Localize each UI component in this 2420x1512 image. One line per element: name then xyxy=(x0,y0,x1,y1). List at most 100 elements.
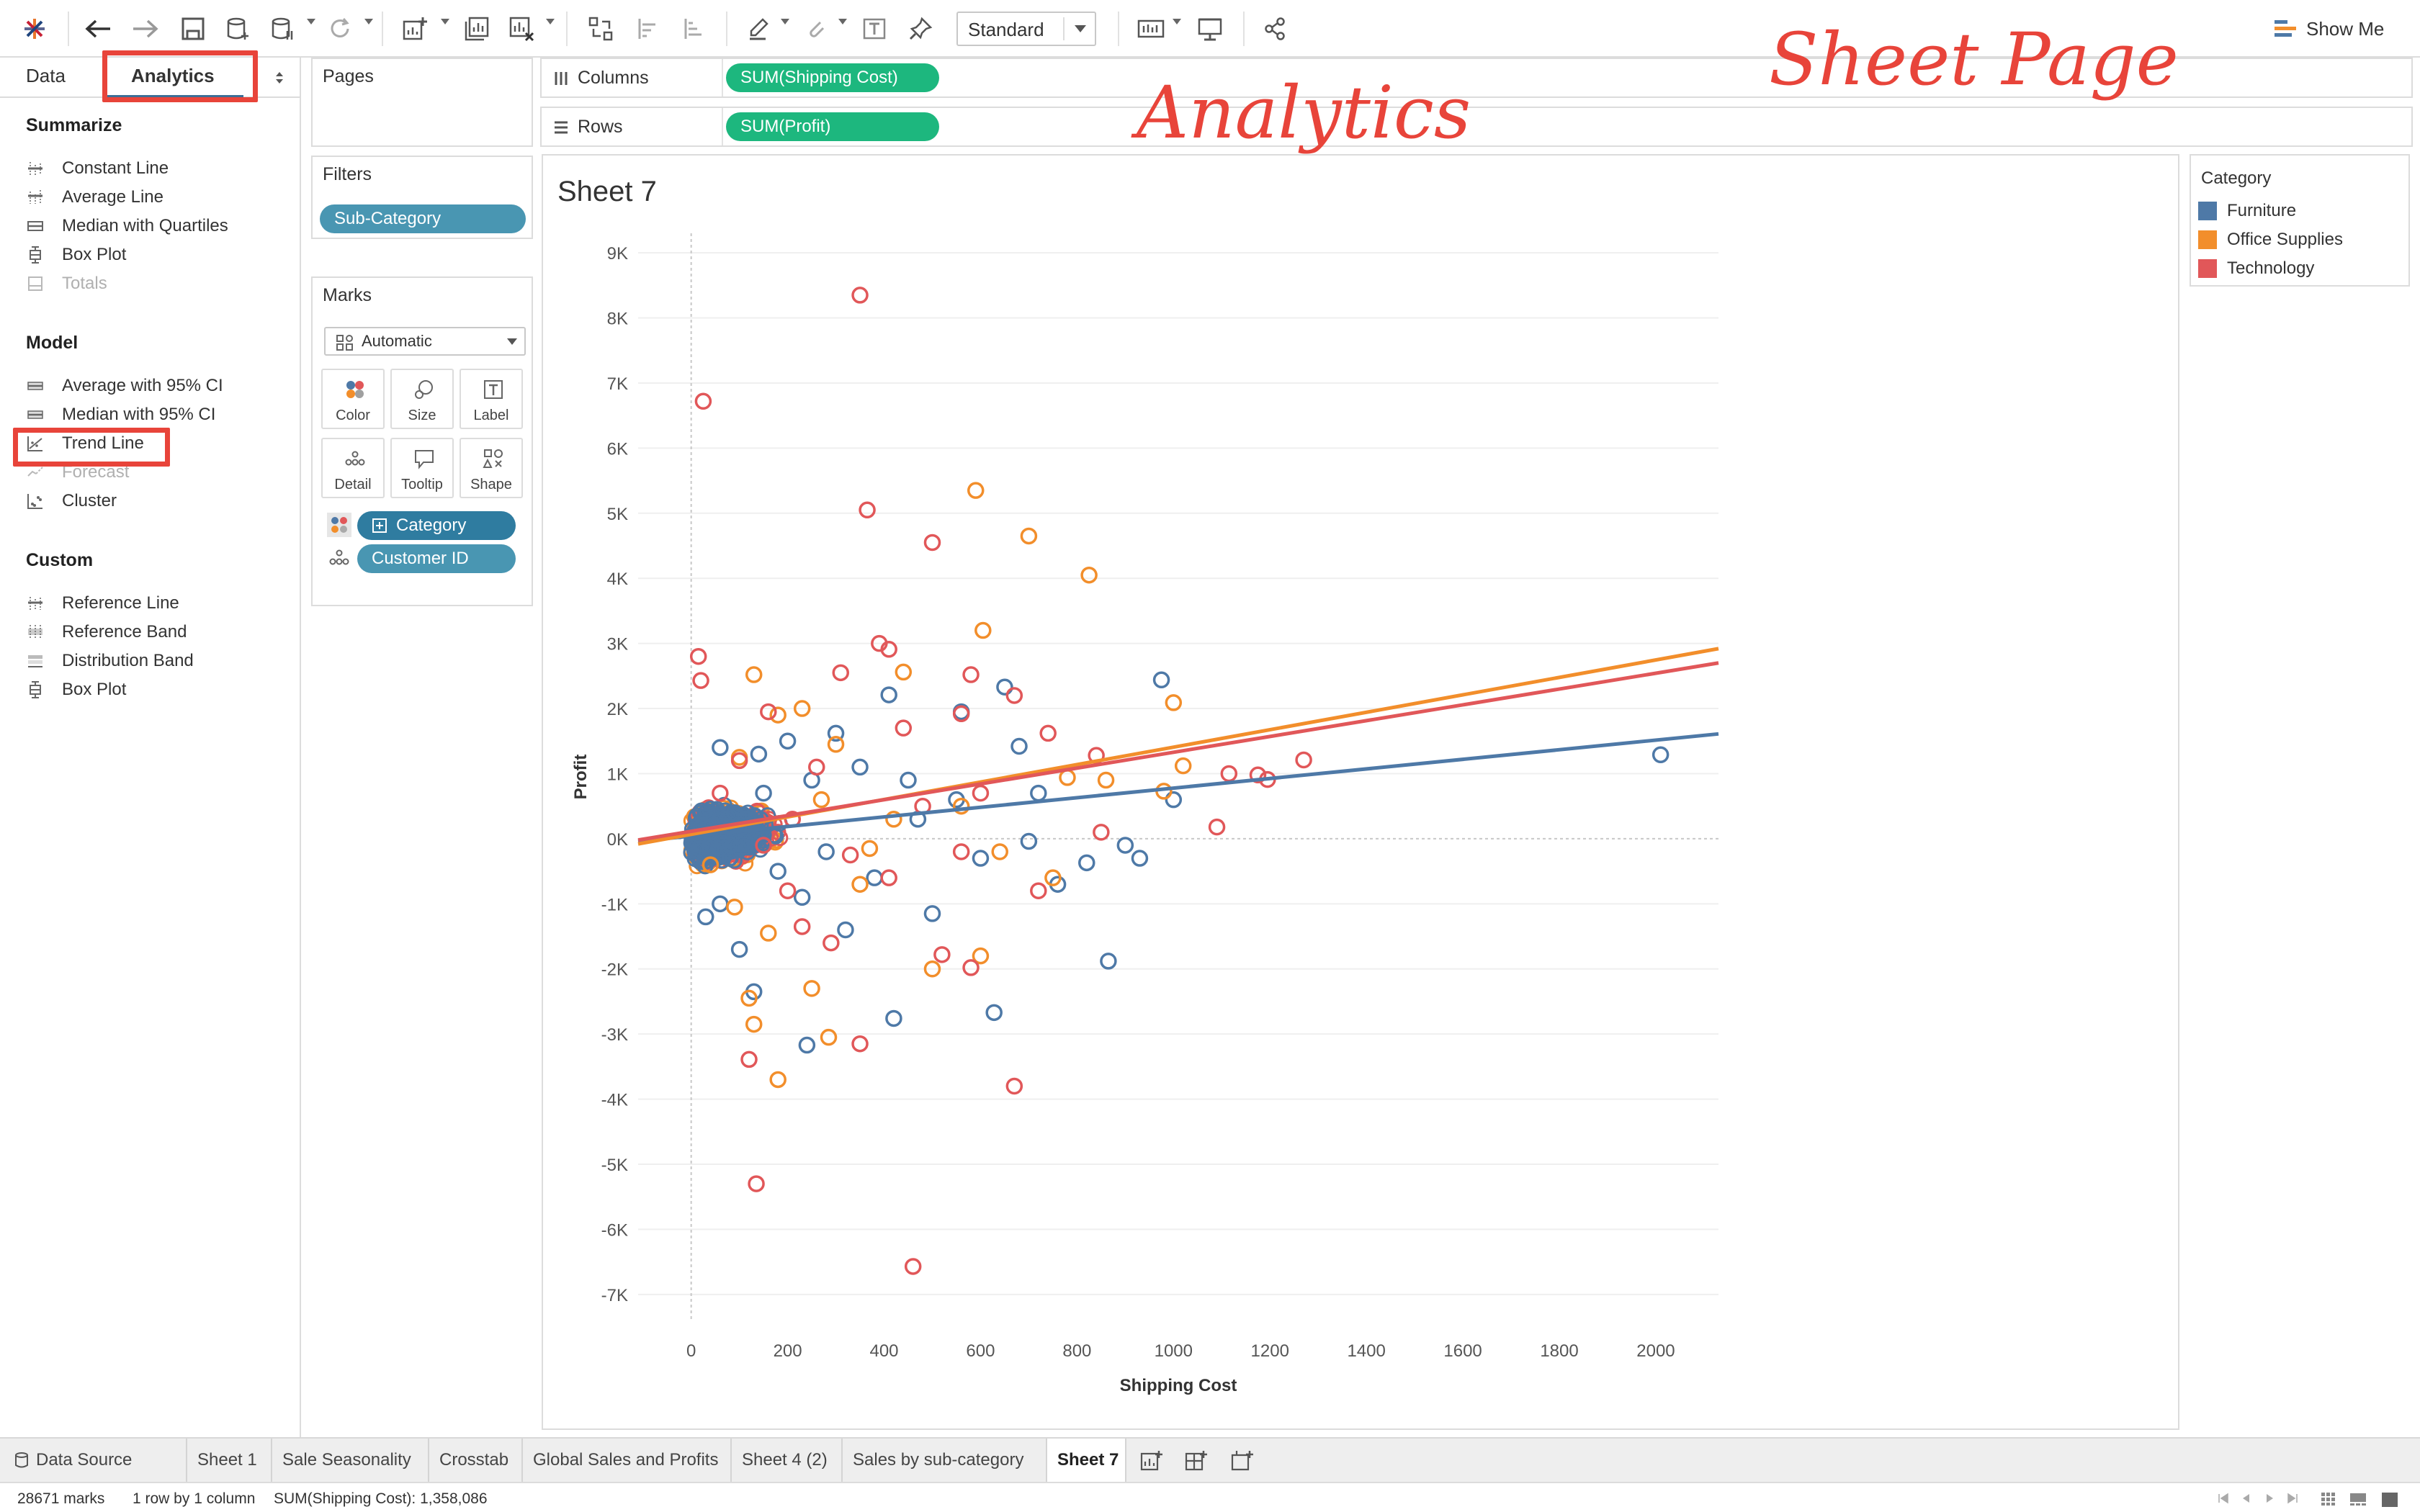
data-source-tab[interactable]: Data Source xyxy=(0,1439,187,1482)
new-worksheet-icon[interactable] xyxy=(398,10,432,48)
marks-tooltip-button[interactable]: Tooltip xyxy=(390,438,454,498)
rows-shelf[interactable]: Rows SUM(Profit) xyxy=(540,107,2413,147)
analytics-item-cluster[interactable]: Cluster xyxy=(26,487,117,516)
pause-updates-caret[interactable] xyxy=(307,19,315,24)
sort-ascending-icon[interactable] xyxy=(631,10,666,48)
group-caret[interactable] xyxy=(838,19,847,24)
analytics-item-box-plot[interactable]: Box Plot xyxy=(26,240,126,269)
marks-label-button[interactable]: Label xyxy=(460,369,523,429)
analytics-item-label: Reference Band xyxy=(62,622,187,642)
columns-shelf[interactable]: Columns SUM(Shipping Cost) xyxy=(540,58,2413,98)
cluster-icon xyxy=(26,492,45,510)
analytics-item-median-with-95-ci[interactable]: Median with 95% CI xyxy=(26,400,215,429)
sheet-tab-sheet-4-2[interactable]: Sheet 4 (2) xyxy=(732,1439,843,1482)
new-worksheet-tab-icon[interactable] xyxy=(1139,1449,1164,1473)
analytics-item-trend-line[interactable]: Trend Line xyxy=(26,429,144,458)
undo-icon[interactable] xyxy=(81,10,115,48)
analytics-item-constant-line[interactable]: Constant Line xyxy=(26,154,169,183)
swap-axes-icon[interactable] xyxy=(583,10,618,48)
new-dashboard-tab-icon[interactable] xyxy=(1184,1449,1209,1473)
save-icon[interactable] xyxy=(176,10,210,48)
y-tick-label: 4K xyxy=(607,570,628,589)
filter-pill-sub-category[interactable]: Sub-Category xyxy=(320,204,526,233)
filmstrip-icon[interactable] xyxy=(2349,1492,2367,1506)
columns-pill-shipping-cost[interactable]: SUM(Shipping Cost) xyxy=(726,63,939,92)
marks-color-button[interactable]: Color xyxy=(321,369,385,429)
sheet-tab-crosstab[interactable]: Crosstab xyxy=(429,1439,523,1482)
pin-icon[interactable] xyxy=(903,10,938,48)
sort-descending-icon[interactable] xyxy=(677,10,712,48)
share-icon[interactable] xyxy=(1258,10,1292,48)
show-cards-icon[interactable] xyxy=(1134,10,1168,48)
label-icon[interactable] xyxy=(857,10,892,48)
duplicate-sheet-icon[interactable] xyxy=(460,10,494,48)
rows-pill-profit[interactable]: SUM(Profit) xyxy=(726,112,939,141)
sheet-tab-sheet-7[interactable]: Sheet 7 xyxy=(1047,1439,1126,1482)
y-axis-title: Profit xyxy=(571,755,591,800)
new-worksheet-caret[interactable] xyxy=(441,19,449,24)
x-tick-label: 1000 xyxy=(1155,1341,1193,1361)
show-me-button[interactable]: Show Me xyxy=(2273,14,2384,43)
tab-data[interactable]: Data xyxy=(26,65,66,86)
data-point-technology xyxy=(923,534,941,552)
marks-pill-customer-id[interactable]: Customer ID xyxy=(357,544,516,573)
redo-icon[interactable] xyxy=(128,10,163,48)
refresh-caret[interactable] xyxy=(364,19,373,24)
group-icon[interactable] xyxy=(798,10,833,48)
first-sheet-icon[interactable] xyxy=(2217,1492,2230,1505)
average-line-icon xyxy=(26,188,45,207)
tableau-logo-icon[interactable] xyxy=(19,10,50,48)
last-sheet-icon[interactable] xyxy=(2286,1492,2299,1505)
marks-pill-category[interactable]: Category xyxy=(357,511,516,540)
marks-detail-button[interactable]: Detail xyxy=(321,438,385,498)
clear-sheet-icon[interactable] xyxy=(504,10,539,48)
analytics-item-average-line[interactable]: Average Line xyxy=(26,183,163,212)
x-tick-label: 1600 xyxy=(1443,1341,1482,1361)
analytics-item-reference-band[interactable]: Reference Band xyxy=(26,618,187,647)
analytics-item-average-with-95-ci[interactable]: Average with 95% CI xyxy=(26,372,223,400)
data-point-office-supplies xyxy=(1174,757,1192,775)
sheet-tab-sheet-1[interactable]: Sheet 1 xyxy=(187,1439,272,1482)
analytics-item-totals[interactable]: Totals xyxy=(26,269,107,298)
refresh-icon[interactable] xyxy=(323,10,357,48)
analytics-item-box-plot[interactable]: Box Plot xyxy=(26,675,126,704)
tab-analytics[interactable]: Analytics xyxy=(131,65,215,86)
sheet-tab-sales-by-sub-category[interactable]: Sales by sub-category xyxy=(843,1439,1047,1482)
sheet-sorter-icon[interactable] xyxy=(2321,1492,2336,1506)
mark-type-select[interactable]: Automatic xyxy=(324,327,526,356)
pages-card[interactable]: Pages xyxy=(311,58,533,147)
legend-item-technology[interactable]: Technology xyxy=(2198,256,2314,281)
legend-item-office-supplies[interactable]: Office Supplies xyxy=(2198,228,2343,252)
clear-sheet-caret[interactable] xyxy=(546,19,555,24)
sheet-tab-sale-seasonality[interactable]: Sale Seasonality xyxy=(272,1439,429,1482)
marks-pill-category-label: Category xyxy=(396,516,467,535)
y-tick-label: -6K xyxy=(601,1220,628,1240)
presentation-icon[interactable] xyxy=(1193,10,1227,48)
previous-sheet-icon[interactable] xyxy=(2240,1492,2253,1505)
filters-card[interactable]: Filters Sub-Category xyxy=(311,156,533,239)
color-legend[interactable]: Category Furniture Office Supplies Techn… xyxy=(2190,154,2410,287)
highlight-icon[interactable] xyxy=(742,10,776,48)
worksheet-view[interactable]: Sheet 7 9K 8K 7K 6K 5K 4K 3K 2K 1K 0K -1K -2K -3K -4K… xyxy=(542,154,2179,1430)
legend-item-furniture[interactable]: Furniture xyxy=(2198,199,2296,223)
fit-select[interactable]: Standard xyxy=(956,12,1096,46)
pause-updates-icon[interactable] xyxy=(265,10,300,48)
new-story-tab-icon[interactable] xyxy=(1230,1449,1255,1473)
data-point-furniture xyxy=(1131,850,1149,867)
marks-size-button[interactable]: Size xyxy=(390,369,454,429)
data-point-furniture xyxy=(996,678,1013,696)
analytics-item-median-with-quartiles[interactable]: Median with Quartiles xyxy=(26,212,228,240)
analytics-item-distribution-band[interactable]: Distribution Band xyxy=(26,647,194,675)
data-point-technology xyxy=(1295,751,1312,769)
analytics-item-reference-line[interactable]: Reference Line xyxy=(26,589,179,618)
scatter-chart[interactable]: 9K 8K 7K 6K 5K 4K 3K 2K 1K 0K -1K -2K -3K -4K -5K -6K -7… xyxy=(543,156,2178,1428)
marks-shape-button[interactable]: Shape xyxy=(460,438,523,498)
new-datasource-icon[interactable] xyxy=(220,10,255,48)
data-point-technology xyxy=(851,1035,869,1053)
tabs-view-icon[interactable] xyxy=(2381,1492,2398,1508)
next-sheet-icon[interactable] xyxy=(2263,1492,2276,1505)
sheet-tab-global-sales-and-profits[interactable]: Global Sales and Profits xyxy=(523,1439,732,1482)
pane-menu-icon[interactable] xyxy=(274,69,285,86)
highlight-caret[interactable] xyxy=(781,19,789,24)
show-cards-caret[interactable] xyxy=(1173,19,1181,24)
